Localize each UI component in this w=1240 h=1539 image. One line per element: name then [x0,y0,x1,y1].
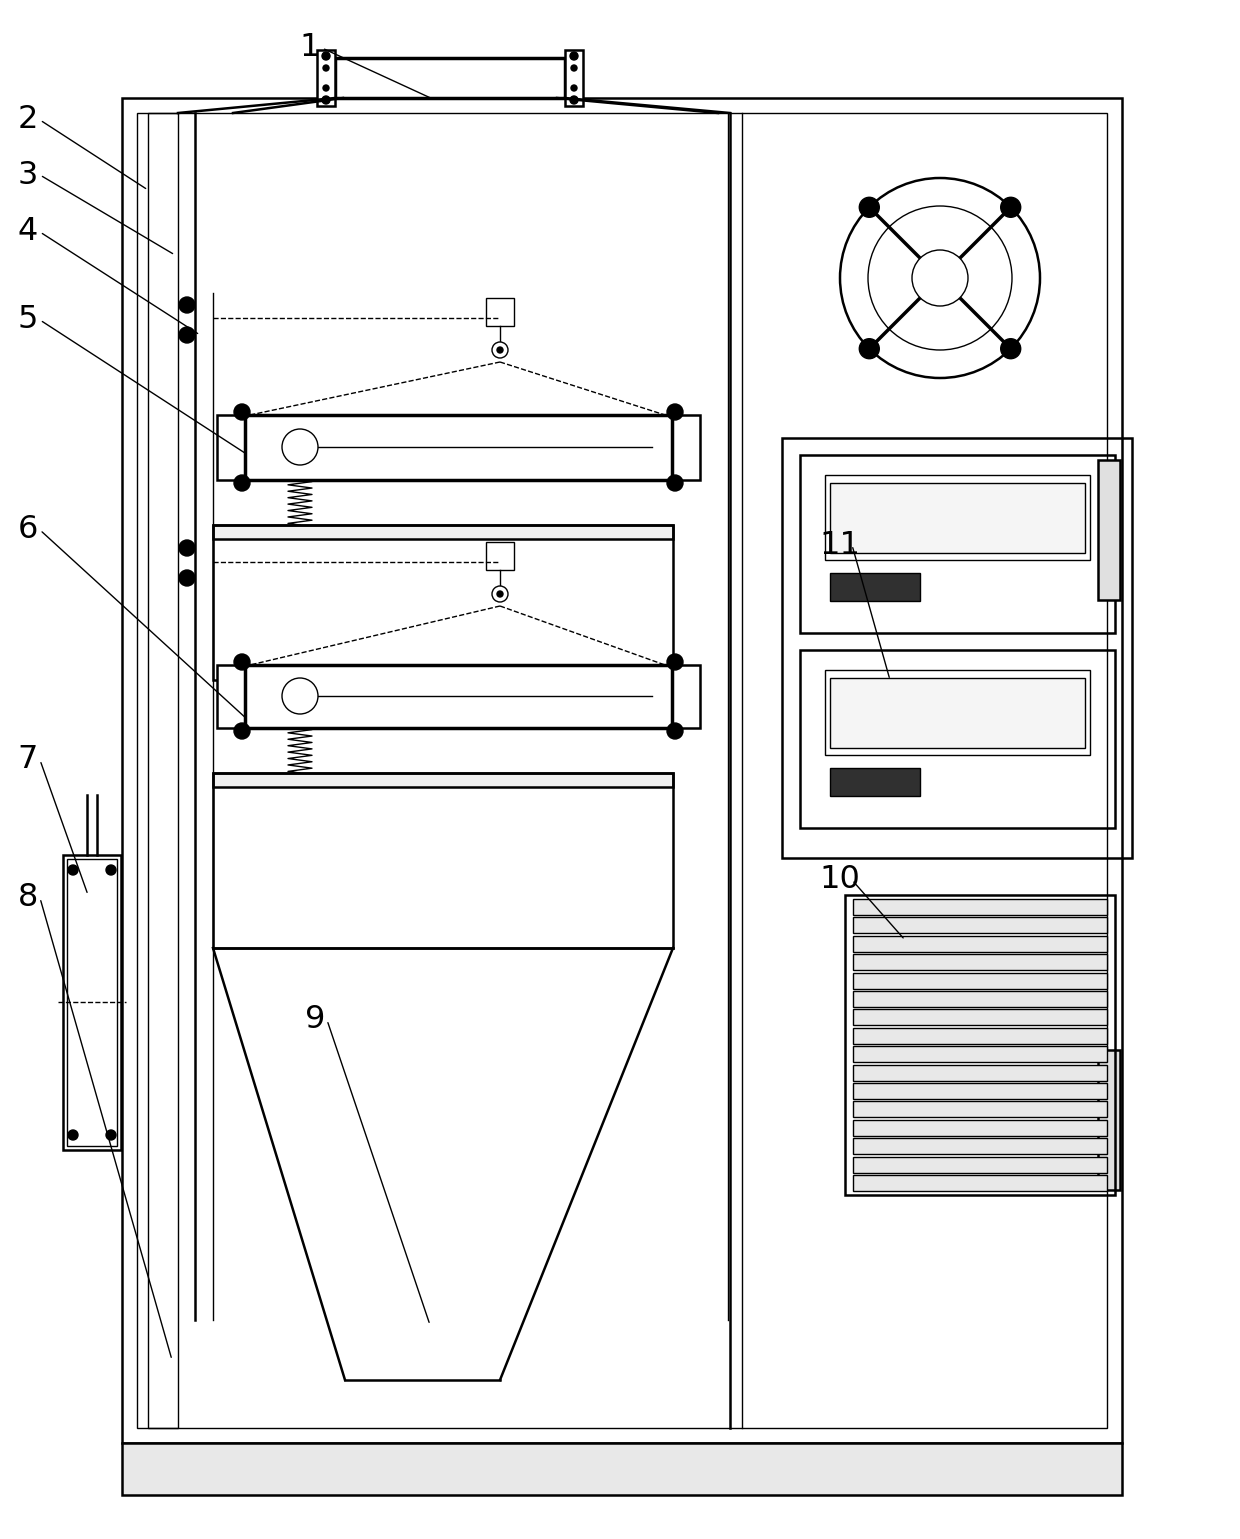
Circle shape [667,654,683,669]
Circle shape [234,476,250,491]
Bar [825,476,1090,560]
Bar [486,542,515,569]
Circle shape [234,723,250,739]
Bar [148,112,179,1428]
Circle shape [322,65,329,71]
Circle shape [179,540,195,556]
Bar [853,1010,1107,1025]
Circle shape [859,339,879,359]
Text: 7: 7 [17,745,38,776]
Bar [830,573,920,602]
Bar [853,1120,1107,1136]
Text: 10: 10 [820,865,861,896]
Bar [800,456,1115,633]
Bar [672,665,701,728]
Bar [830,768,920,796]
Bar [246,416,672,480]
Bar [853,1028,1107,1043]
Text: 4: 4 [17,217,38,248]
Circle shape [667,405,683,420]
Circle shape [105,1130,117,1140]
Circle shape [322,85,329,91]
Circle shape [281,679,317,714]
Text: 3: 3 [17,160,38,191]
Bar [67,859,117,1147]
Circle shape [570,52,578,60]
Bar [672,416,701,480]
Text: 9: 9 [305,1005,325,1036]
Bar [565,49,583,106]
Bar [853,1174,1107,1191]
Circle shape [497,591,503,597]
Bar [825,669,1090,756]
Circle shape [322,52,330,60]
Bar [853,991,1107,1007]
Bar [853,936,1107,951]
Circle shape [105,865,117,876]
Bar [122,98,1122,1444]
Bar [213,525,673,539]
Bar [782,439,1132,859]
Circle shape [911,249,968,306]
Circle shape [1001,197,1021,217]
Bar [853,1065,1107,1080]
Circle shape [1001,339,1021,359]
Bar [853,1157,1107,1173]
Circle shape [179,326,195,343]
Bar [335,58,565,98]
Bar [1097,460,1120,600]
Circle shape [492,586,508,602]
Circle shape [234,654,250,669]
Text: 2: 2 [17,105,38,135]
Circle shape [179,297,195,312]
Text: 11: 11 [820,529,861,560]
Circle shape [570,65,577,71]
Bar [844,896,1115,1194]
Bar [853,917,1107,933]
Bar [830,679,1085,748]
Circle shape [281,429,317,465]
Bar [213,525,673,680]
Bar [853,973,1107,988]
Circle shape [492,342,508,359]
Bar [853,1047,1107,1062]
Bar [853,1083,1107,1099]
Circle shape [322,95,330,105]
Circle shape [234,405,250,420]
Bar [213,773,673,786]
Circle shape [667,723,683,739]
Text: 5: 5 [17,305,38,336]
Bar [136,112,1107,1428]
Bar [217,665,246,728]
Circle shape [570,85,577,91]
Bar [853,954,1107,970]
Bar [853,1102,1107,1117]
Circle shape [68,865,78,876]
Bar [122,1444,1122,1494]
Text: 8: 8 [17,882,38,914]
Bar [213,773,673,948]
Bar [1097,1050,1120,1190]
Bar [853,1139,1107,1154]
Circle shape [859,197,879,217]
Circle shape [68,1130,78,1140]
Text: 1: 1 [300,32,320,63]
Bar [486,299,515,326]
Bar [830,483,1085,553]
Bar [853,899,1107,916]
Text: 6: 6 [17,514,38,545]
Bar [63,856,122,1150]
Circle shape [497,346,503,352]
Circle shape [570,95,578,105]
Bar [317,49,335,106]
Bar [217,416,246,480]
Circle shape [667,476,683,491]
Bar [800,649,1115,828]
Bar [246,665,672,728]
Circle shape [179,569,195,586]
